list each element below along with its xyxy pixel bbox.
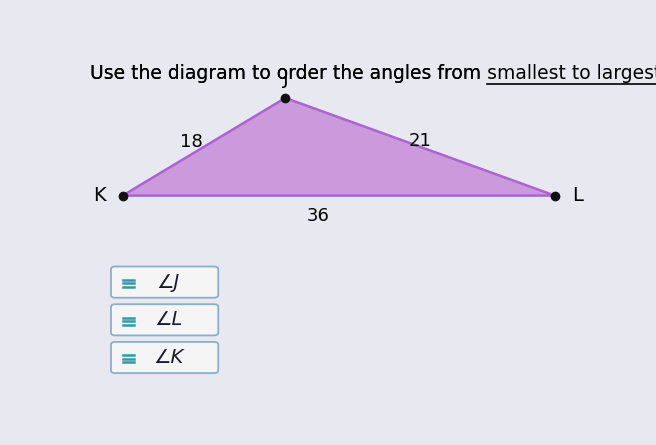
Polygon shape <box>123 98 555 196</box>
Text: J: J <box>283 69 288 88</box>
FancyBboxPatch shape <box>111 342 218 373</box>
Text: ∠J: ∠J <box>157 273 180 291</box>
FancyBboxPatch shape <box>111 267 218 298</box>
Text: Use the diagram to order the angles from: Use the diagram to order the angles from <box>90 64 487 83</box>
Text: Use the diagram to order the angles from smallest to largest:: Use the diagram to order the angles from… <box>90 64 656 83</box>
Text: ∠K: ∠K <box>154 348 184 367</box>
FancyBboxPatch shape <box>111 304 218 336</box>
Text: ∠L: ∠L <box>154 310 182 329</box>
Text: 36: 36 <box>307 207 330 225</box>
Text: 18: 18 <box>180 134 203 151</box>
Text: Use the diagram to order the angles from smallest to largest:: Use the diagram to order the angles from… <box>90 64 656 83</box>
Text: 21: 21 <box>409 132 432 150</box>
Text: K: K <box>94 186 106 205</box>
Text: L: L <box>572 186 583 205</box>
